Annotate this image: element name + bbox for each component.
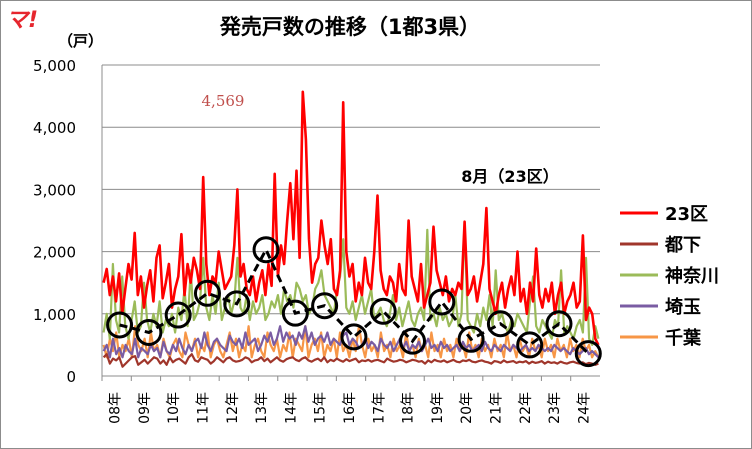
x-tick-label-13: 21年 xyxy=(488,392,504,424)
peak-annotation: 4,569 xyxy=(202,92,245,110)
x-tick-label-10: 18年 xyxy=(401,392,417,424)
august-23ku-marker-2 xyxy=(164,301,192,329)
legend-label-4: 千葉 xyxy=(665,328,702,349)
series-line-1 xyxy=(102,353,599,368)
x-tick-label-9: 17年 xyxy=(371,392,387,424)
august-23ku-marker-8 xyxy=(340,323,368,351)
x-tick-label-4: 12年 xyxy=(225,392,241,424)
x-tick-label-1: 09年 xyxy=(137,392,153,424)
august-23ku-marker-4 xyxy=(223,290,251,318)
august-23ku-marker-3 xyxy=(193,279,221,307)
august-23ku-marker-16 xyxy=(574,340,602,368)
august-23ku-marker-11 xyxy=(428,288,456,316)
august-23ku-marker-15 xyxy=(545,310,573,338)
x-tick-label-14: 22年 xyxy=(518,392,534,424)
y-tick-label-4: 4,000 xyxy=(33,119,76,137)
x-tick-label-3: 11年 xyxy=(196,392,212,424)
y-tick-label-3: 3,000 xyxy=(33,181,76,199)
y-tick-label-0: 0 xyxy=(66,368,76,386)
chart-title: 発売戸数の推移（1都3県） xyxy=(219,15,480,39)
august-23ku-marker-13 xyxy=(486,310,514,338)
x-tick-label-8: 16年 xyxy=(342,392,358,424)
legend-label-2: 神奈川 xyxy=(665,265,719,287)
august-23ku-marker-9 xyxy=(369,297,397,325)
x-tick-label-15: 23年 xyxy=(547,392,563,424)
august-23ku-marker-14 xyxy=(516,331,544,359)
x-tick-label-2: 10年 xyxy=(166,392,182,424)
y-axis-label: （戸） xyxy=(58,32,103,50)
august-23ku-marker-5 xyxy=(252,236,280,264)
x-tick-label-6: 14年 xyxy=(283,392,299,424)
august-23ku-marker-6 xyxy=(281,299,309,327)
august-23ku-marker-10 xyxy=(399,327,427,355)
x-tick-label-11: 19年 xyxy=(430,392,446,424)
y-tick-label-2: 2,000 xyxy=(33,244,76,262)
legend-label-3: 埼玉 xyxy=(665,296,701,318)
x-tick-label-5: 13年 xyxy=(254,392,270,424)
x-tick-label-0: 08年 xyxy=(108,392,124,424)
x-tick-label-12: 20年 xyxy=(459,392,475,424)
august-23ku-marker-12 xyxy=(457,325,485,353)
y-tick-label-1: 1,000 xyxy=(33,306,76,324)
august-23ku-marker-0 xyxy=(106,311,134,339)
august-23ku-marker-1 xyxy=(135,318,163,346)
x-tick-label-7: 15年 xyxy=(313,392,329,424)
series-line-0 xyxy=(102,90,600,346)
x-tick-label-16: 24年 xyxy=(576,392,592,424)
legend-label-0: 23区 xyxy=(665,204,708,225)
august-23ku-marker-7 xyxy=(311,292,339,320)
y-tick-label-5: 5,000 xyxy=(33,57,76,75)
august-annotation: 8月（23区） xyxy=(461,167,558,186)
legend-label-1: 都下 xyxy=(664,235,701,256)
series-line-3 xyxy=(102,325,600,359)
